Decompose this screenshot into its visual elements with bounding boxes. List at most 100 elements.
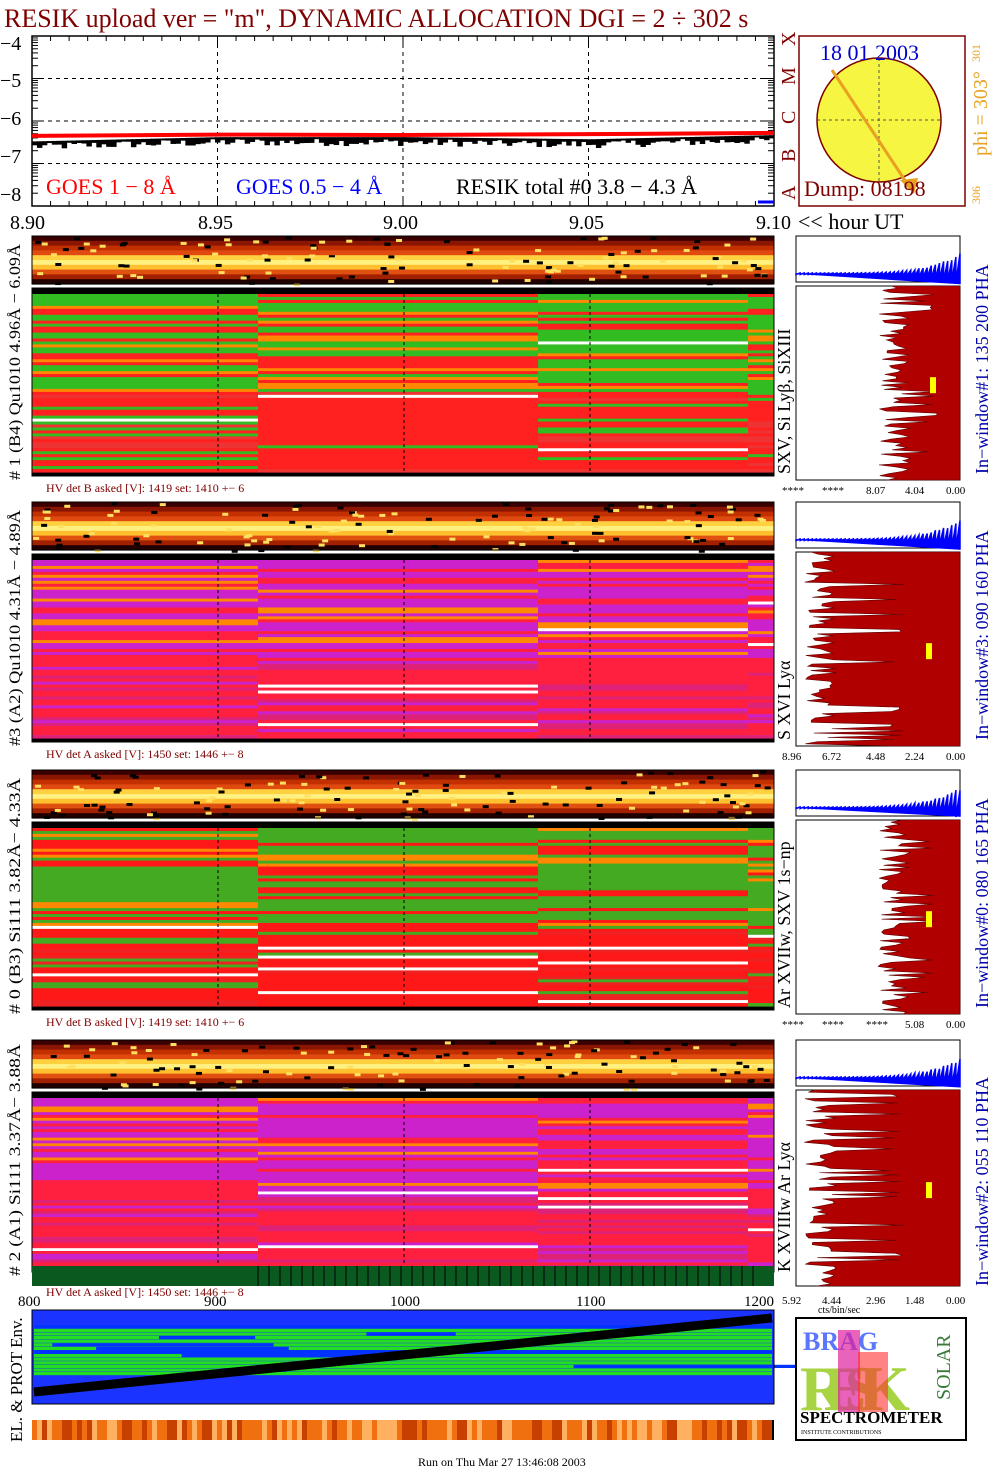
spectrum-row (748, 946, 774, 951)
spectrum-row (32, 1214, 258, 1218)
spectrum-row (538, 1211, 748, 1215)
spectrum-row (32, 466, 258, 470)
spectrum-row (258, 445, 538, 449)
spectrum-row (258, 878, 538, 882)
env-strip-cell (42, 1420, 48, 1440)
heat-speckle (736, 1061, 743, 1065)
spectrum-row (748, 1219, 774, 1224)
resik-total-bar (501, 138, 508, 144)
pha-red-curve (804, 551, 961, 747)
spectrum-row (748, 616, 774, 620)
spectrum-row (538, 958, 748, 963)
goes-class-letters: X M C B A (778, 31, 800, 200)
heat-speckle (33, 536, 40, 540)
spectrum-row (258, 845, 538, 850)
spectrum-row (32, 851, 258, 856)
spectrum-row (748, 702, 774, 706)
spectrum-row (32, 1259, 258, 1263)
heat-speckle (90, 249, 97, 253)
heat-speckle (462, 1051, 469, 1055)
env-strip-cell (457, 1420, 463, 1440)
pha-tick-2-3: 5.08 (905, 1019, 925, 1031)
goes-xtick-2: 9.00 (383, 212, 418, 234)
heat-speckle (603, 507, 610, 511)
spectrum-row (32, 454, 258, 458)
spectrum-row (748, 928, 774, 933)
heat-speckle (613, 537, 620, 541)
spectrum-row (748, 362, 774, 366)
heat-speckle (83, 804, 90, 808)
heat-speckle (244, 543, 251, 547)
spectrum-row (538, 663, 748, 668)
spectrum-row (32, 560, 258, 564)
spectrum-row (32, 294, 258, 298)
heat-speckle (379, 513, 386, 517)
env-strip-cell (32, 1420, 38, 1440)
spectrum-row (748, 374, 774, 378)
spectrum-row (538, 669, 748, 674)
spectrum-row (748, 415, 774, 420)
heat-speckle (35, 784, 42, 788)
resik-total-bar (150, 138, 157, 146)
spectrum-row (32, 908, 258, 912)
spectrum-row (32, 568, 258, 573)
spectrum-row (32, 1103, 258, 1108)
spectrum-row (258, 1134, 538, 1139)
env-strip-cell (567, 1420, 573, 1440)
spectrum-row (258, 699, 538, 703)
resik-total-bar (403, 137, 409, 142)
heat-speckle (621, 781, 628, 785)
spectrum-row (258, 365, 538, 369)
resik-total-bar (521, 138, 528, 141)
heat-speckle (496, 1058, 503, 1062)
heat-speckle (215, 1065, 222, 1069)
spectrum-row (538, 1163, 748, 1167)
pha-tick-2-2: **** (866, 1019, 888, 1031)
heat-speckle (593, 525, 600, 529)
spectrum-row (538, 917, 748, 921)
resik-total-bar (313, 137, 320, 140)
spectrum-row (32, 1251, 258, 1255)
spectrum-row (538, 592, 748, 597)
spectrum-row (748, 1157, 774, 1161)
spectrum-row (32, 717, 258, 721)
heat-speckle (191, 1053, 198, 1057)
spectrum-row (32, 970, 258, 974)
spectrum-row (32, 607, 258, 612)
heat-speckle (494, 774, 501, 778)
heat-speckle (43, 815, 50, 819)
spectrum-row (538, 729, 748, 733)
resik-total-bar (511, 138, 518, 143)
spectrum-row (32, 937, 258, 942)
spectrum-row (748, 678, 774, 683)
heat-speckle (226, 1069, 233, 1073)
spectrum-row (538, 1236, 748, 1241)
spectrum-row (748, 1200, 774, 1204)
resik-total-bar (729, 136, 735, 143)
spectrum-row (258, 1174, 538, 1178)
env-strip-cell (387, 1420, 393, 1440)
spectrum-row (32, 469, 258, 473)
channel-label-2: # 0 (B3) Si111 3.82Å− 4.33Å (6, 777, 24, 1014)
spectrum-row (538, 732, 748, 736)
heat-speckle (240, 276, 247, 280)
spectrum-row (32, 875, 258, 880)
spectrum-row (258, 720, 538, 724)
class-c: C (778, 111, 800, 124)
spectrum-row (258, 388, 538, 393)
spectrum-row (32, 1242, 258, 1246)
heat-speckle (598, 539, 605, 543)
heat-speckle (589, 277, 596, 281)
heat-speckle (205, 811, 212, 815)
spectrum-row (538, 1140, 748, 1144)
spectrum-row (258, 562, 538, 567)
spectrum-row (258, 1160, 538, 1164)
spectrum-row (258, 690, 538, 695)
spectrum-row (748, 1171, 774, 1176)
spectrum-row (258, 640, 538, 644)
env-strip-cell (622, 1420, 628, 1440)
spectrum-row (32, 1132, 258, 1136)
spectrum-row (258, 1115, 538, 1119)
env-strip-cell (257, 1420, 263, 1440)
spectrum-row (748, 1126, 774, 1130)
